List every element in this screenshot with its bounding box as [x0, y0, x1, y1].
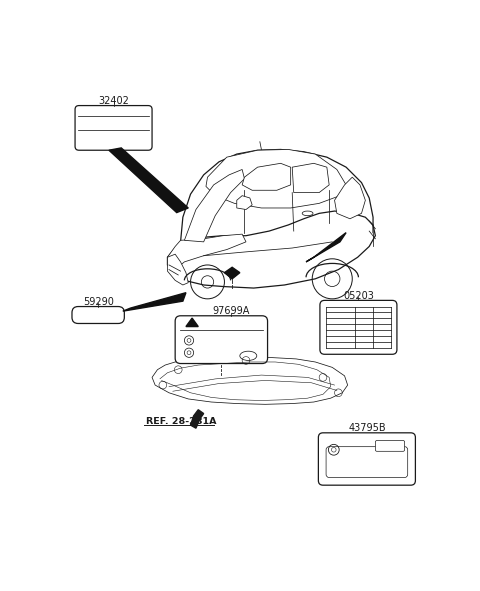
Polygon shape	[168, 254, 188, 285]
Polygon shape	[186, 318, 198, 327]
FancyBboxPatch shape	[72, 307, 124, 323]
Text: 05203: 05203	[343, 291, 374, 301]
Polygon shape	[225, 267, 240, 279]
Polygon shape	[242, 163, 291, 190]
Polygon shape	[292, 163, 329, 193]
Polygon shape	[168, 211, 375, 288]
Polygon shape	[168, 234, 246, 269]
Polygon shape	[152, 358, 348, 404]
Polygon shape	[184, 170, 244, 242]
Polygon shape	[191, 410, 204, 428]
FancyBboxPatch shape	[326, 447, 408, 478]
FancyBboxPatch shape	[175, 316, 267, 363]
FancyBboxPatch shape	[320, 300, 397, 354]
Text: 59290: 59290	[83, 297, 114, 307]
FancyBboxPatch shape	[75, 106, 152, 150]
FancyBboxPatch shape	[375, 440, 405, 452]
Text: REF. 28-281A: REF. 28-281A	[146, 417, 216, 426]
Polygon shape	[109, 148, 188, 213]
Polygon shape	[306, 233, 346, 262]
Text: 32402: 32402	[98, 96, 129, 106]
Polygon shape	[206, 150, 346, 208]
Polygon shape	[123, 293, 186, 311]
Text: 97699A: 97699A	[212, 306, 249, 316]
FancyBboxPatch shape	[318, 433, 415, 485]
Polygon shape	[237, 196, 252, 210]
Polygon shape	[335, 177, 365, 219]
Text: 43795B: 43795B	[348, 423, 386, 433]
